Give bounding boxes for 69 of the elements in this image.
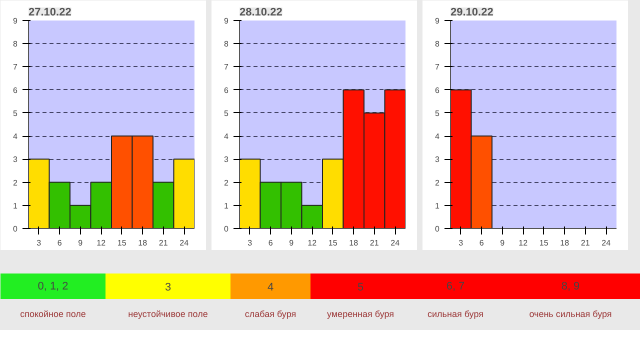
y-tick-label: 3: [435, 155, 440, 164]
x-tick-label: 24: [602, 238, 612, 248]
y-tick-label: 3: [224, 155, 230, 164]
category-label: 6, 7: [446, 280, 465, 292]
x-tick-label: 6: [268, 238, 274, 248]
x-tick-label: 12: [518, 238, 528, 248]
x-tick-label: 9: [500, 238, 506, 248]
x-tick-label: 15: [328, 238, 338, 248]
category-label: 8, 9: [561, 280, 580, 292]
y-tick-label: 9: [224, 16, 230, 26]
x-tick-label: 18: [560, 238, 570, 248]
y-tick-label: 6: [435, 86, 440, 95]
chart-title: 29.10.22: [450, 6, 494, 18]
x-tick-label: 15: [539, 238, 549, 248]
y-tick-label: 5: [224, 108, 230, 118]
chart-title: 27.10.22: [28, 6, 72, 18]
y-tick-label: 8: [435, 40, 440, 49]
y-tick-label: 2: [435, 178, 440, 188]
x-tick-label: 9: [289, 238, 294, 248]
y-tick-label: 0: [435, 224, 440, 234]
y-tick-label: 4: [13, 132, 18, 142]
text: неустойчивое поле: [128, 309, 208, 319]
x-tick-label: 21: [580, 238, 590, 248]
text: очень сильная буря: [529, 309, 612, 319]
y-tick-label: 1: [435, 201, 440, 210]
y-tick-label: 1: [224, 201, 230, 210]
x-tick-label: 21: [370, 238, 380, 248]
y-tick-label: 6: [13, 86, 18, 95]
x-tick-label: 18: [349, 238, 359, 248]
category-label: 5: [357, 281, 364, 294]
y-tick-label: 8: [13, 40, 18, 49]
x-tick-label: 9: [78, 238, 84, 248]
x-tick-label: 6: [57, 238, 62, 248]
y-tick-label: 4: [224, 132, 230, 142]
y-tick-label: 9: [13, 16, 18, 26]
text: сильная буря: [428, 309, 484, 319]
chart-title: 28.10.22: [240, 6, 282, 18]
text: умеренная буря: [326, 309, 394, 319]
x-tick-label: 24: [180, 238, 190, 248]
category-label: 4: [267, 281, 274, 294]
x-tick-label: 18: [138, 238, 148, 248]
y-tick-label: 7: [224, 62, 230, 72]
x-tick-label: 12: [96, 238, 106, 248]
y-tick-label: 4: [435, 132, 440, 142]
y-tick-label: 8: [224, 40, 230, 49]
y-tick-label: 7: [435, 62, 440, 72]
text: спокойное поле: [20, 309, 86, 319]
x-tick-label: 6: [479, 238, 484, 248]
y-tick-label: 6: [224, 86, 230, 95]
x-tick-label: 3: [248, 238, 253, 248]
y-tick-label: 2: [224, 178, 230, 188]
category-label: 3: [164, 281, 172, 294]
x-tick-label: 15: [117, 238, 127, 248]
y-tick-label: 1: [13, 201, 18, 210]
y-tick-label: 3: [13, 155, 18, 164]
y-tick-label: 7: [13, 62, 18, 72]
y-tick-label: 9: [435, 16, 440, 26]
y-tick-label: 0: [13, 224, 18, 234]
x-tick-label: 24: [390, 238, 400, 248]
x-tick-label: 12: [308, 238, 318, 248]
x-tick-label: 3: [458, 238, 464, 248]
y-tick-label: 5: [13, 108, 18, 118]
x-tick-label: 21: [158, 238, 168, 248]
y-tick-label: 5: [435, 108, 440, 118]
y-tick-label: 2: [13, 178, 18, 188]
text: слабая буря: [244, 309, 296, 319]
x-tick-label: 3: [36, 238, 42, 248]
category-label: 0, 1, 2: [38, 280, 68, 292]
y-tick-label: 0: [224, 224, 230, 234]
